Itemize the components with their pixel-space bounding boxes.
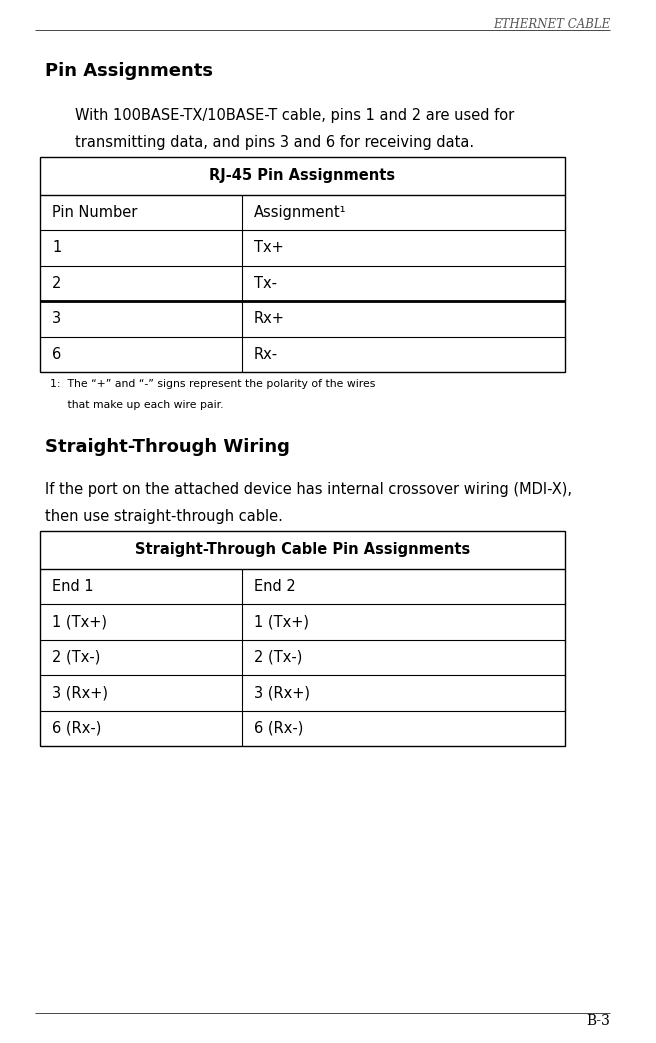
Text: transmitting data, and pins 3 and 6 for receiving data.: transmitting data, and pins 3 and 6 for … bbox=[75, 135, 474, 149]
Text: Assignment¹: Assignment¹ bbox=[254, 204, 346, 220]
Text: RJ-45 Pin Assignments: RJ-45 Pin Assignments bbox=[209, 168, 396, 183]
Text: 1:  The “+” and “-” signs represent the polarity of the wires: 1: The “+” and “-” signs represent the p… bbox=[50, 379, 375, 389]
Text: Rx+: Rx+ bbox=[254, 311, 285, 326]
Text: 3 (Rx+): 3 (Rx+) bbox=[254, 685, 310, 700]
Text: then use straight-through cable.: then use straight-through cable. bbox=[45, 509, 283, 524]
Text: 1: 1 bbox=[52, 240, 61, 256]
Bar bbox=[40, 531, 565, 746]
Text: 1 (Tx+): 1 (Tx+) bbox=[52, 614, 107, 629]
Text: ETHERNET CABLE: ETHERNET CABLE bbox=[493, 18, 610, 31]
Bar bbox=[40, 156, 565, 372]
Text: 3: 3 bbox=[52, 311, 61, 326]
Text: Tx+: Tx+ bbox=[254, 240, 284, 256]
Text: Rx-: Rx- bbox=[254, 346, 278, 362]
Text: 2 (Tx-): 2 (Tx-) bbox=[254, 650, 302, 664]
Text: Tx-: Tx- bbox=[254, 275, 277, 291]
Text: 6: 6 bbox=[52, 346, 61, 362]
Text: 6 (Rx-): 6 (Rx-) bbox=[254, 721, 303, 735]
Text: Pin Assignments: Pin Assignments bbox=[45, 62, 213, 80]
Text: Straight-Through Cable Pin Assignments: Straight-Through Cable Pin Assignments bbox=[135, 542, 470, 557]
Text: 1 (Tx+): 1 (Tx+) bbox=[254, 614, 309, 629]
Text: B-3: B-3 bbox=[586, 1014, 610, 1028]
Text: With 100BASE-TX/10BASE-T cable, pins 1 and 2 are used for: With 100BASE-TX/10BASE-T cable, pins 1 a… bbox=[75, 108, 514, 123]
Text: End 1: End 1 bbox=[52, 579, 94, 593]
Text: If the port on the attached device has internal crossover wiring (MDI-X),: If the port on the attached device has i… bbox=[45, 482, 572, 498]
Text: End 2: End 2 bbox=[254, 579, 296, 593]
Text: 6 (Rx-): 6 (Rx-) bbox=[52, 721, 102, 735]
Text: 2 (Tx-): 2 (Tx-) bbox=[52, 650, 100, 664]
Text: 3 (Rx+): 3 (Rx+) bbox=[52, 685, 108, 700]
Text: 2: 2 bbox=[52, 275, 62, 291]
Text: Pin Number: Pin Number bbox=[52, 204, 137, 220]
Text: that make up each wire pair.: that make up each wire pair. bbox=[50, 401, 224, 410]
Text: Straight-Through Wiring: Straight-Through Wiring bbox=[45, 438, 290, 456]
